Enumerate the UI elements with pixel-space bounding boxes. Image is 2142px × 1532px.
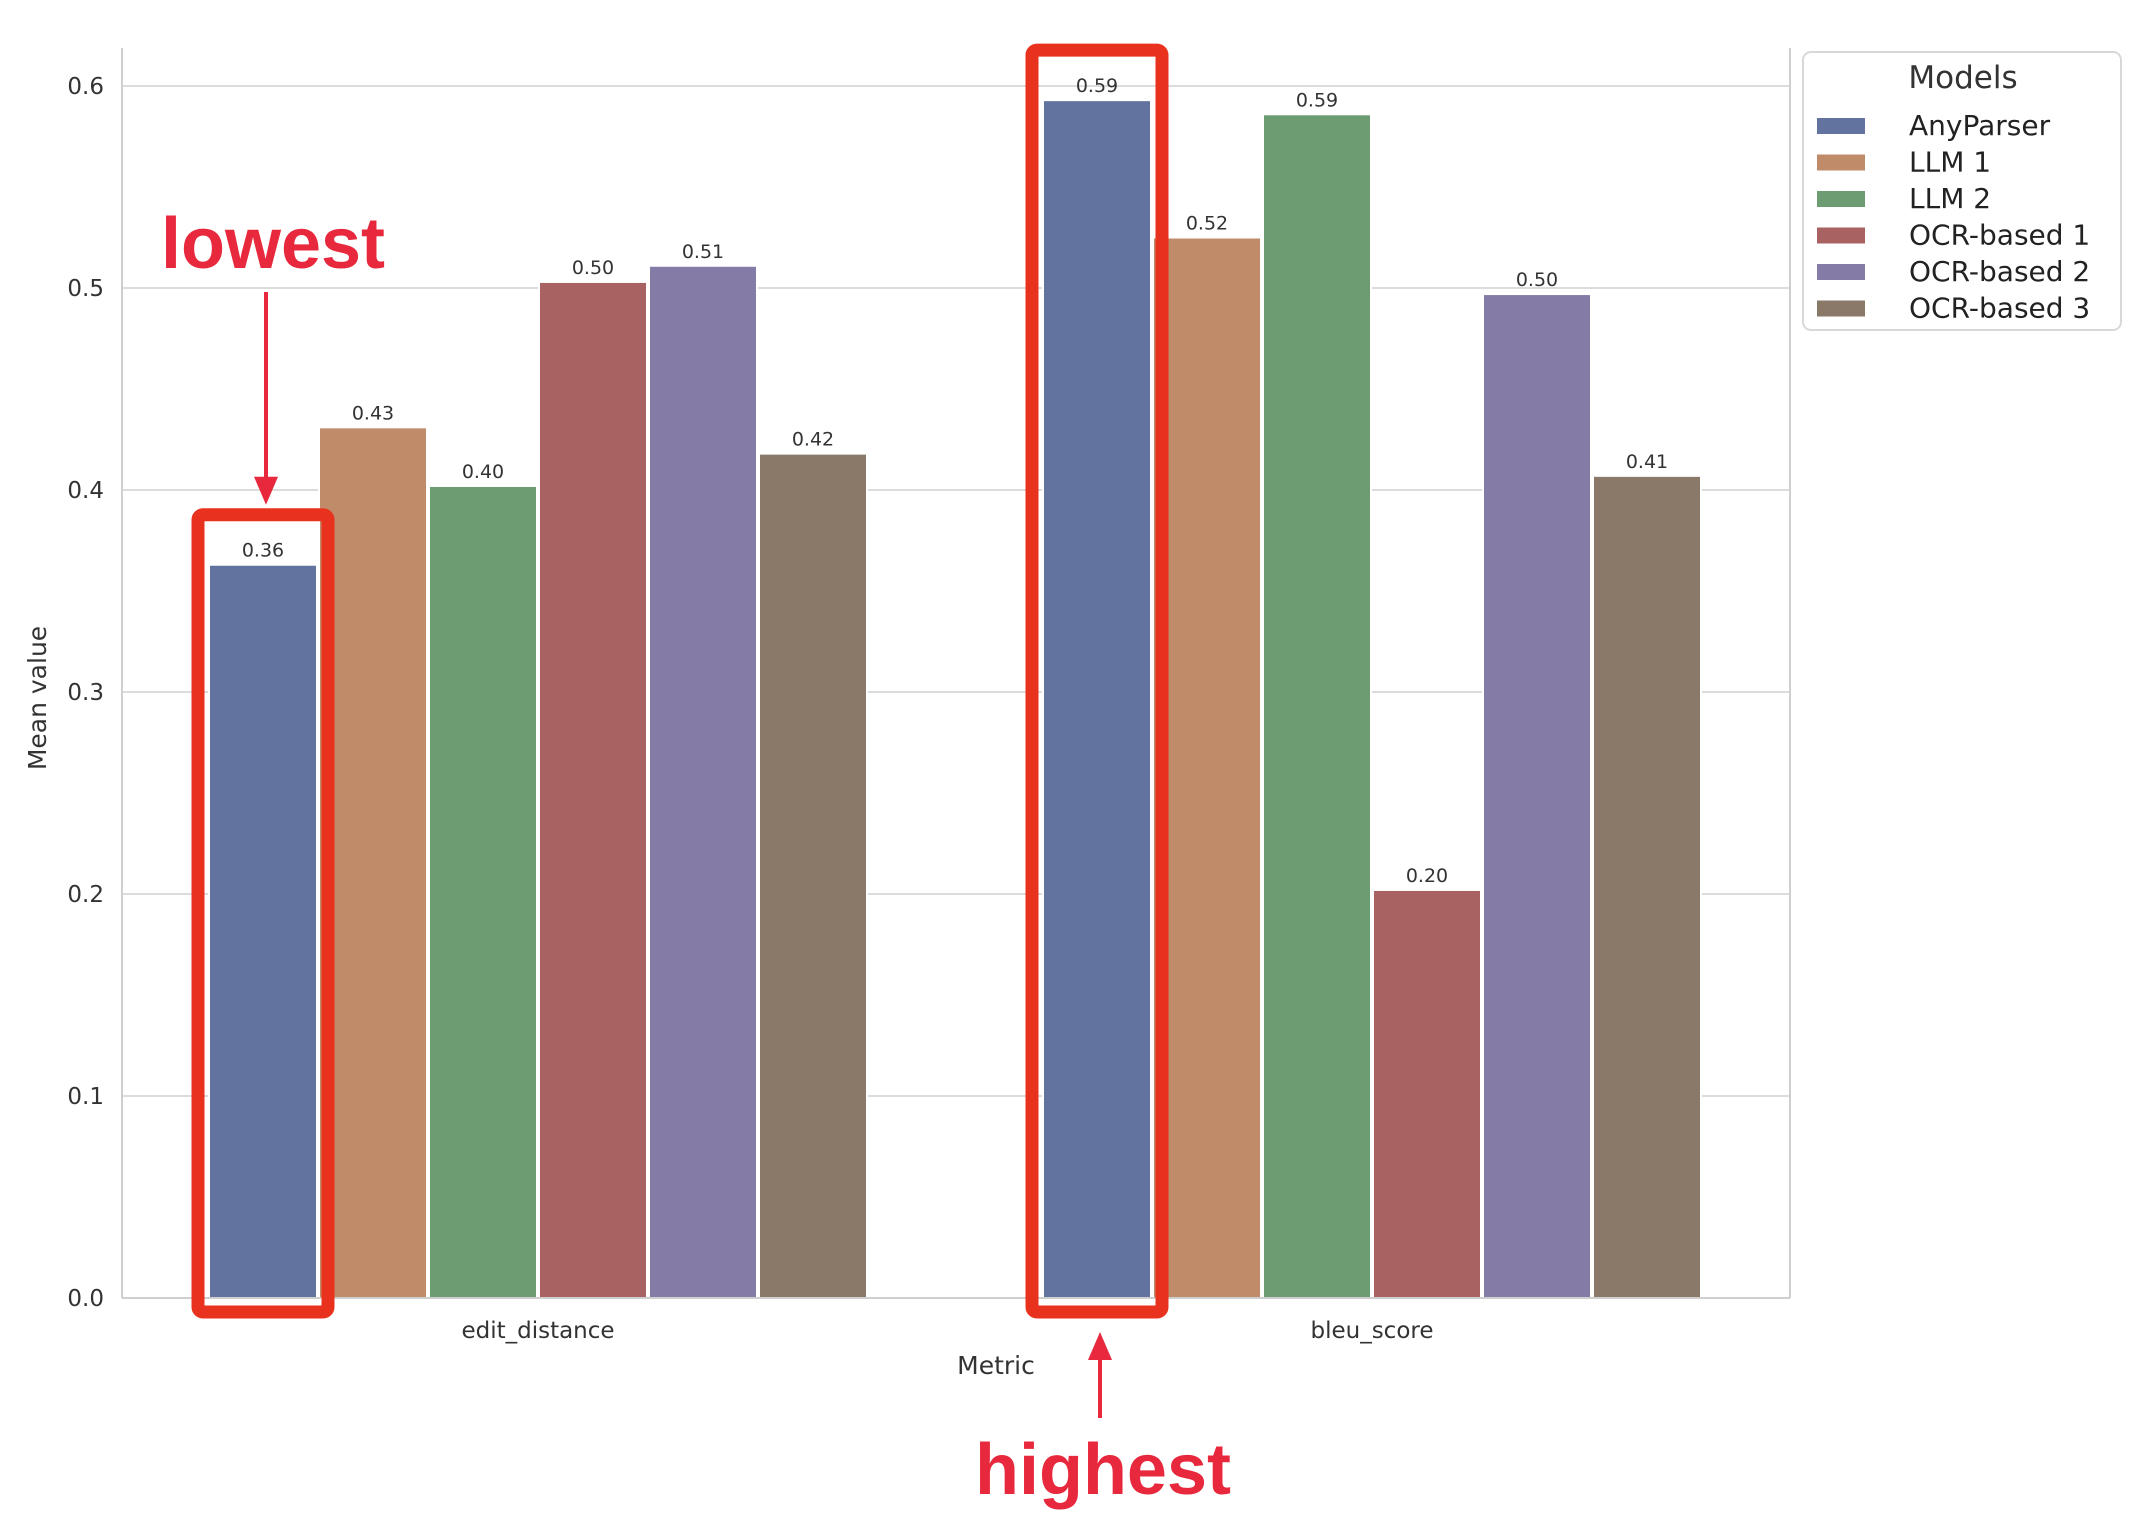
data-label: 0.40 [462,461,504,483]
bar-llm-2-bleu_score [1263,114,1371,1298]
data-label: 0.43 [352,402,394,424]
legend-label: OCR-based 2 [1909,255,2090,288]
y-tick-label: 0.3 [67,680,104,706]
bars [209,100,1701,1298]
bar-ocr-based-3-bleu_score [1593,476,1701,1298]
bar-ocr-based-2-edit_distance [649,266,757,1298]
data-label: 0.42 [792,429,834,451]
data-label: 0.59 [1296,89,1338,111]
y-tick-label: 0.1 [67,1084,104,1110]
x-axis-label: Metric [957,1351,1035,1380]
x-tick-label: edit_distance [461,1318,614,1344]
y-tick-label: 0.5 [67,276,104,302]
y-tick-label: 0.4 [67,478,104,504]
data-label: 0.59 [1076,75,1118,97]
bar-ocr-based-1-bleu_score [1373,890,1481,1298]
legend-label: OCR-based 1 [1909,219,2090,252]
bar-ocr-based-3-edit_distance [759,454,867,1298]
y-tick-label: 0.2 [67,882,104,908]
annotation-arrowhead [1088,1332,1112,1360]
bar-llm-1-edit_distance [319,427,427,1298]
bar-llm-2-edit_distance [429,486,537,1298]
legend-label: LLM 1 [1909,146,1991,179]
legend-swatch [1817,301,1865,317]
data-label: 0.36 [242,540,284,562]
y-tick-label: 0.6 [67,74,104,100]
annotation-label: lowest [161,204,385,284]
legend-label: AnyParser [1909,109,2051,142]
bar-anyparser-edit_distance [209,565,317,1298]
data-label: 0.20 [1406,865,1448,887]
y-axis-label: Mean value [23,626,52,770]
data-label: 0.50 [1516,269,1558,291]
legend-swatch [1817,228,1865,244]
bar-ocr-based-1-edit_distance [539,282,647,1298]
x-tick-label: bleu_score [1310,1318,1433,1344]
data-label: 0.41 [1626,451,1668,473]
legend-label: LLM 2 [1909,182,1991,215]
bar-ocr-based-2-bleu_score [1483,294,1591,1298]
bar-llm-1-bleu_score [1153,238,1261,1299]
legend-swatch [1817,264,1865,280]
legend-title: Models [1908,60,2017,96]
y-tick-label: 0.0 [67,1286,104,1312]
legend-swatch [1817,118,1865,134]
legend-label: OCR-based 3 [1909,292,2090,325]
legend-swatch [1817,191,1865,207]
data-label: 0.50 [572,257,614,279]
data-label: 0.52 [1186,213,1228,235]
data-label: 0.51 [682,241,724,263]
legend-swatch [1817,155,1865,171]
annotation-label: highest [975,1430,1231,1510]
bar-anyparser-bleu_score [1043,100,1151,1298]
